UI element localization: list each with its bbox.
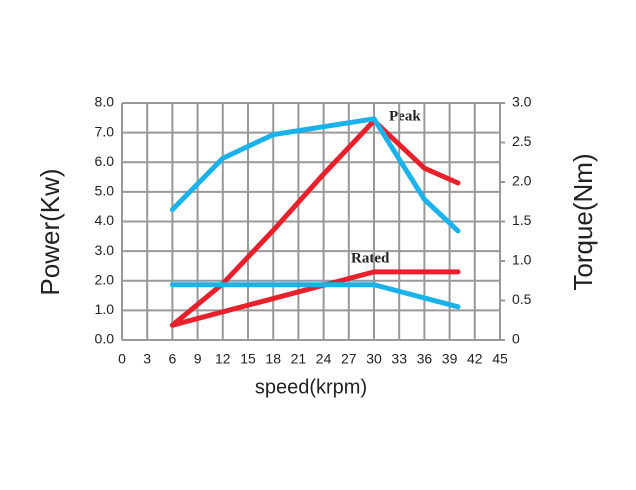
x-axis-label: speed(krpm)	[255, 376, 367, 398]
y-tick-label: 4.0	[95, 212, 115, 228]
y-tick-label: 1.0	[95, 301, 115, 317]
y-tick-label: 3.0	[95, 242, 115, 258]
x-tick-label: 36	[417, 351, 433, 367]
y-axis-label: Power(Kw)	[35, 168, 65, 295]
y-tick-label: 6.0	[95, 153, 115, 169]
y2-tick-label: 0	[512, 331, 520, 347]
x-tick-label: 24	[316, 351, 332, 367]
y-tick-label: 2.0	[95, 271, 115, 287]
y-tick-label: 7.0	[95, 123, 115, 139]
x-tick-label: 45	[492, 351, 508, 367]
y2-tick-label: 0.5	[512, 291, 532, 307]
line	[169, 116, 461, 234]
y2-axis-label: Torque(Nm)	[568, 153, 598, 290]
y-tick-label: 5.0	[95, 183, 115, 199]
x-tick-label: 12	[215, 351, 231, 367]
y2-tick-label: 3.0	[512, 94, 532, 110]
x-tick-label: 18	[265, 351, 281, 367]
x-tick-label: 42	[467, 351, 483, 367]
line	[169, 269, 461, 328]
x-tick-label: 15	[240, 351, 256, 367]
line	[169, 282, 461, 310]
y2-tick-label: 2.0	[512, 173, 532, 189]
x-tick-label: 6	[169, 351, 177, 367]
y2-tick-label: 1.5	[512, 212, 532, 228]
annotation: Rated	[351, 250, 390, 266]
annotation: Peak	[389, 108, 421, 124]
x-tick-label: 3	[143, 351, 151, 367]
x-tick-label: 30	[366, 351, 382, 367]
y-tick-label: 8.0	[95, 94, 115, 110]
y2-tick-label: 1.0	[512, 252, 532, 268]
x-tick-label: 39	[442, 351, 458, 367]
x-tick-label: 21	[291, 351, 307, 367]
y-tick-label: 0.0	[95, 331, 115, 347]
x-tick-label: 9	[194, 351, 202, 367]
x-tick-label: 0	[118, 351, 126, 367]
x-tick-label: 33	[391, 351, 407, 367]
y2-tick-label: 2.5	[512, 133, 532, 149]
x-tick-label: 27	[341, 351, 357, 367]
